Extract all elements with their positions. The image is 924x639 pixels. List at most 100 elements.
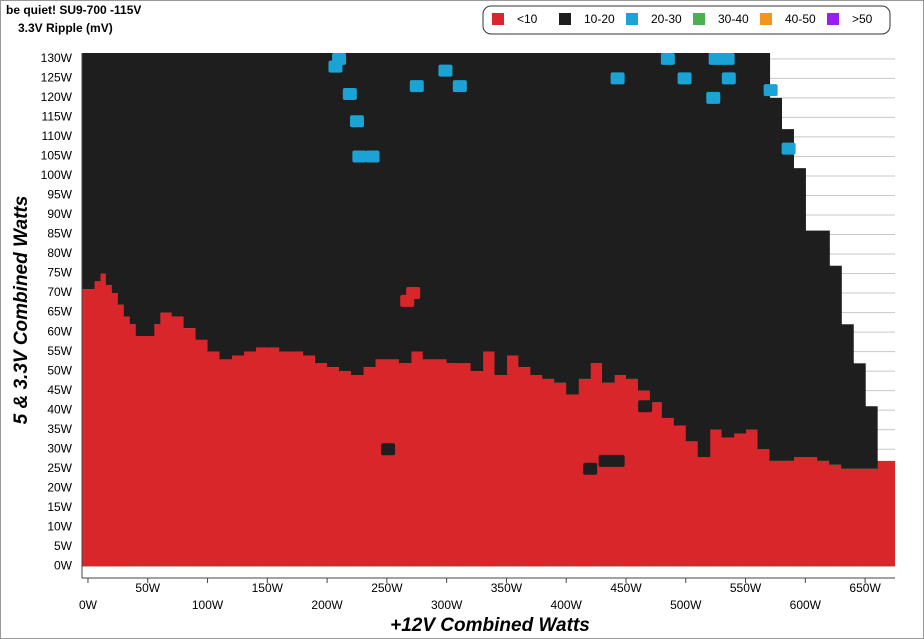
x-tick-label: 500W [670,598,702,612]
region-step [853,468,866,567]
region-step [637,53,651,391]
region-cell [721,72,736,85]
region-step [590,53,603,364]
y-tick-label: 120W [41,90,73,104]
region-step [422,359,436,567]
legend-swatch [827,13,839,25]
region-step [327,367,340,567]
region-step [386,359,400,567]
region-step [673,53,687,426]
region-step [99,273,107,567]
region-step [470,53,484,372]
region-step [279,53,292,352]
region-cell [660,53,675,65]
region-step [566,53,579,395]
region-step [602,382,615,567]
legend-label: 40-50 [785,12,816,26]
region-step [93,53,101,282]
region-step [129,53,137,325]
region-step [625,53,639,379]
y-tick-label: 105W [41,149,73,163]
region-step [865,406,878,469]
region-step [183,53,197,329]
region-step [554,382,567,567]
region-step [291,53,304,352]
region-step [135,335,149,567]
region-step [542,378,555,567]
region-step [410,53,424,352]
region-step [602,53,615,383]
y-tick-label: 130W [41,51,73,65]
y-tick-label: 100W [41,168,73,182]
region-step [649,53,663,403]
region-step [374,359,388,567]
y-tick-label: 15W [47,500,72,514]
region-step [769,460,783,567]
x-tick-label: 250W [371,581,403,595]
y-tick-label: 125W [41,71,73,85]
x-tick-label: 650W [849,581,881,595]
chart-subtitle: 3.3V Ripple (mV) [18,21,113,35]
legend-label: >50 [852,12,873,26]
y-axis-title: 5 & 3.3V Combined Watts [11,196,32,425]
region-step [398,363,412,567]
region-cell [381,443,396,456]
x-tick-label: 350W [491,581,523,595]
region-step [82,289,95,567]
y-tick-label: 25W [47,461,72,475]
legend-swatch [559,13,571,25]
region-step [147,53,155,336]
region-step [817,230,830,461]
region-step [153,53,161,325]
region-step [518,367,531,567]
region-step [267,53,280,348]
region-step [147,335,155,567]
chart-title: be quiet! SU9-700 -115V [6,3,141,17]
y-tick-label: 55W [47,344,72,358]
region-step [697,456,711,567]
legend-swatch [760,13,772,25]
region-cell [452,80,467,93]
region-step [243,53,256,352]
region-step [733,53,747,434]
region-step [123,53,131,317]
region-step [195,53,209,340]
region-step [219,53,233,360]
region-step [637,390,651,567]
legend-label: 30-40 [718,12,749,26]
region-step [757,449,771,567]
region-step [805,230,818,457]
region-cell [438,64,453,77]
region-step [661,53,675,418]
region-step [219,359,233,567]
region-cell [720,53,735,65]
y-tick-label: 115W [42,110,73,124]
region-step [458,53,472,364]
region-step [255,53,268,348]
y-tick-label: 110W [42,129,73,143]
region-step [757,53,771,450]
region-step [374,53,388,360]
region-step [99,53,107,274]
y-tick-label: 20W [47,480,72,494]
legend-label: <10 [517,12,538,26]
region-step [129,324,137,567]
region-step [195,339,209,567]
region-cell [610,72,625,85]
x-tick-label: 300W [431,598,463,612]
y-tick-label: 45W [47,383,72,397]
region-step [315,53,328,364]
region-step [315,363,328,567]
region-step [362,53,376,368]
region-step [614,53,627,376]
region-step [697,53,711,457]
x-tick-label: 200W [311,598,343,612]
region-cell [706,91,721,104]
axes: 0W 5W 10W 15W 20W 25W 30W 35W 40W 45W 50W 55W 60W 65W… [41,51,895,612]
legend-box [482,5,891,35]
region-step [769,97,783,461]
region-step [82,53,95,290]
region-step [362,367,376,567]
region-step [649,402,663,567]
region-step [709,53,723,430]
